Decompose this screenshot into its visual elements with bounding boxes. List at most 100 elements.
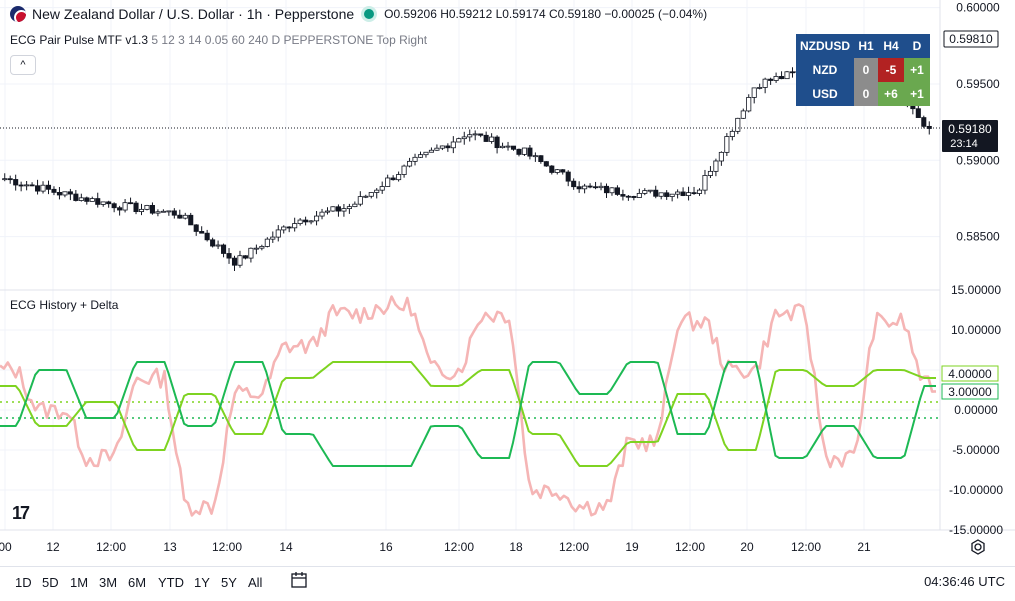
time-tick-label: 00 (0, 540, 12, 554)
candle-body (297, 219, 303, 224)
osc-series-line (0, 361, 936, 467)
time-tick-label: 19 (625, 540, 639, 554)
price-tick-label: 0.59500 (956, 77, 1000, 91)
candle-body (757, 87, 763, 89)
clock-utc[interactable]: 04:36:46 UTC (924, 574, 1005, 589)
candle-body (609, 187, 615, 194)
candle-body (554, 169, 560, 173)
candle-body (95, 198, 101, 205)
osc-tick-label: 0.00000 (954, 403, 998, 417)
indicator-legend-ecg-history[interactable]: ECG History + Delta (10, 298, 119, 312)
candle-body (67, 191, 73, 195)
mtf-row-nzd: NZD 0 -5 +1 (796, 58, 930, 82)
candle-body (620, 194, 626, 197)
range-1y-button[interactable]: 1Y (194, 575, 210, 590)
candle-body (910, 105, 916, 110)
tradingview-logo-icon[interactable]: 17 (12, 503, 30, 523)
candle-body (215, 244, 221, 247)
osc-tick-label: -5.00000 (952, 443, 1000, 457)
candle-body (242, 255, 248, 259)
candle-body (702, 175, 708, 191)
range-3m-button[interactable]: 3M (99, 575, 118, 590)
candle-body (680, 191, 686, 196)
candle-body (363, 195, 369, 198)
candle-body (565, 171, 571, 182)
time-tick-label: 16 (379, 540, 393, 554)
mtf-header-d: D (904, 34, 930, 58)
candle-body (166, 210, 172, 213)
candle-body (494, 136, 500, 149)
price-axis[interactable]: 0.60000 0.59500 0.59000 0.58500 (956, 1, 1000, 244)
candle-body (13, 179, 19, 186)
range-5d-button[interactable]: 5D (42, 575, 59, 590)
gear-icon[interactable] (970, 539, 986, 555)
svg-text:23:14: 23:14 (950, 138, 978, 150)
candle-body (532, 155, 538, 158)
osc-level-lines (0, 401, 940, 419)
candle-body (915, 108, 921, 118)
candle-body (7, 178, 13, 181)
candle-body (106, 201, 112, 205)
candle-body (259, 246, 265, 249)
symbol-title[interactable]: New Zealand Dollar / U.S. Dollar · 1h · … (32, 6, 355, 22)
candle-body (56, 192, 62, 196)
range-5y-button[interactable]: 5Y (221, 575, 237, 590)
candle-body (368, 192, 374, 197)
candle-body (434, 147, 440, 151)
candle-body (669, 193, 675, 197)
time-axis[interactable]: 00 12 12:00 13 12:00 14 16 12:00 18 12:00 19 12:00 2… (0, 540, 871, 554)
candle-body (407, 160, 413, 167)
mtf-cell-h1: 0 (854, 58, 878, 82)
candle-body (686, 192, 692, 196)
candle-body (231, 257, 238, 266)
candle-body (762, 78, 768, 88)
time-tick-label: 12:00 (675, 540, 705, 554)
candle-body (324, 210, 331, 213)
candle-body (385, 177, 391, 187)
osc-tick-label: -15.00000 (949, 523, 1003, 537)
market-open-icon (364, 9, 375, 19)
candle-body (40, 184, 46, 192)
calendar-range-icon[interactable] (290, 571, 308, 589)
mtf-header-h4: H4 (878, 34, 904, 58)
candle-body (614, 187, 620, 195)
candle-body (510, 145, 517, 150)
candle-body (171, 210, 177, 216)
candle-body (724, 136, 730, 153)
candle-body (707, 170, 713, 176)
candle-body (571, 180, 577, 188)
candle-body (489, 136, 495, 142)
candle-body (642, 190, 648, 194)
range-ytd-button[interactable]: YTD (158, 575, 184, 590)
indicator-legend-ecg-pulse[interactable]: ECG Pair Pulse MTF v1.3 5 12 3 14 0.05 6… (10, 33, 427, 47)
range-6m-button[interactable]: 6M (128, 575, 147, 590)
candle-body (182, 214, 188, 219)
candle-body (478, 133, 484, 136)
indicator-name[interactable]: ECG Pair Pulse MTF v1.3 (10, 33, 149, 47)
candle-body (210, 239, 216, 247)
symbol-header[interactable]: New Zealand Dollar / U.S. Dollar · 1h · … (10, 6, 707, 22)
collapse-legend-button[interactable]: ^ (10, 55, 36, 75)
candle-body (374, 189, 380, 193)
range-1d-button[interactable]: 1D (15, 575, 32, 590)
candle-body (264, 238, 270, 247)
chevron-up-icon: ^ (20, 59, 26, 71)
chart-canvas[interactable]: 0.60000 0.59500 0.59000 0.58500 15.00000 10.… (0, 0, 1015, 565)
range-all-button[interactable]: All (248, 575, 263, 590)
osc-axis[interactable]: 15.0000010.000005.000000.00000-5.00000-1… (949, 283, 1003, 537)
candle-body (576, 186, 582, 190)
candle-body (144, 205, 150, 210)
candle-body (779, 76, 785, 80)
candle-body (84, 197, 90, 202)
candle-body (330, 206, 336, 212)
candle-body (538, 155, 544, 162)
candle-body (713, 160, 719, 172)
candle-body (24, 184, 30, 187)
candle-body (636, 192, 642, 198)
candle-body (292, 223, 298, 229)
osc-series-line (0, 361, 936, 467)
range-1m-button[interactable]: 1M (70, 575, 89, 590)
candle-body (248, 247, 254, 259)
candle-body (926, 125, 932, 129)
osc-tick-label: 10.00000 (951, 323, 1001, 337)
